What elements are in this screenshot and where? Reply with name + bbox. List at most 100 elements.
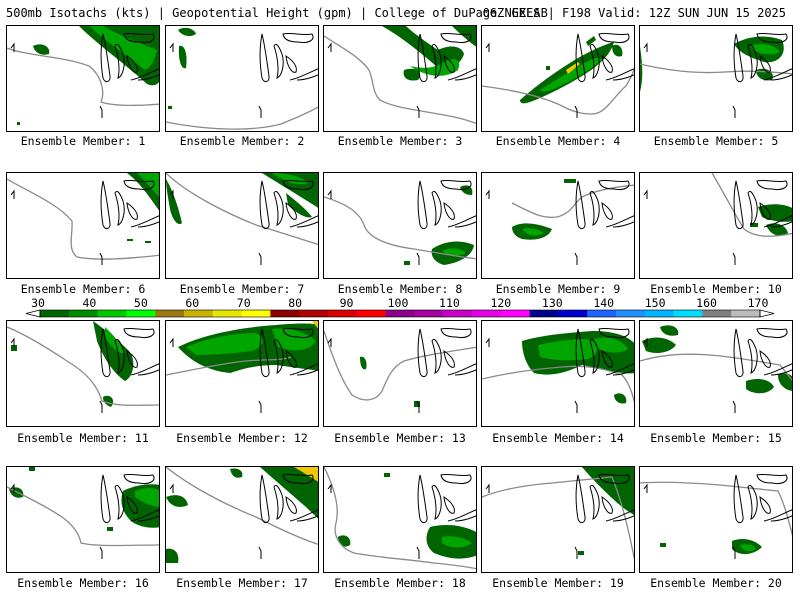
lake-outline — [417, 328, 428, 378]
colorbar-swatch — [97, 310, 127, 317]
lake-outline — [259, 474, 270, 524]
lake-outline — [756, 179, 788, 190]
lake-outline — [643, 42, 648, 52]
member-map-16 — [6, 466, 160, 573]
lake-outline — [296, 515, 318, 522]
isotach-fill — [778, 373, 792, 391]
isotach-fill — [758, 204, 792, 222]
isotach-fill — [640, 46, 643, 92]
colorbar-swatch — [472, 310, 502, 317]
lake-outline — [759, 54, 771, 73]
map-plot — [166, 27, 318, 130]
lake-outline — [114, 43, 125, 79]
colorbar-label: 120 — [490, 296, 512, 310]
lake-outline — [440, 473, 472, 484]
lake-outline — [485, 42, 490, 52]
member-map-14 — [481, 320, 635, 427]
lake-outline — [169, 337, 174, 347]
height-contour — [482, 476, 634, 561]
isotach-fill — [540, 57, 602, 92]
lake-outline — [485, 189, 490, 199]
isotach-fill — [750, 44, 780, 55]
lake-outline — [732, 252, 736, 265]
isotach-fill — [127, 239, 133, 241]
lake-outline — [289, 363, 318, 376]
member-map-5 — [639, 25, 793, 132]
isotach-fill — [178, 27, 196, 37]
isotach-fill — [442, 536, 472, 548]
lake-outline — [130, 215, 159, 228]
lake-outline — [763, 215, 792, 228]
member-caption: Ensemble Member: 3 — [337, 134, 463, 148]
lake-outline — [259, 180, 270, 230]
isotach-fill — [522, 228, 544, 236]
member-caption: Ensemble Member: 19 — [492, 576, 624, 590]
colorbar-swatch — [616, 310, 646, 317]
colorbar-swatch — [328, 310, 358, 317]
lake-outline — [589, 43, 600, 79]
lake-outline — [259, 328, 270, 378]
height-contour — [324, 467, 476, 570]
product-title: 500mb Isotachs (kts) | Geopotential Heig… — [6, 6, 548, 20]
height-contour — [482, 67, 634, 115]
lake-outline — [126, 54, 138, 73]
colorbar-swatch — [68, 310, 99, 317]
lake-outline — [643, 337, 648, 347]
lake-outline — [114, 484, 125, 520]
map-plot — [166, 321, 318, 413]
isotach-fill — [260, 467, 318, 519]
isotach-fill — [612, 44, 623, 57]
lake-outline — [447, 215, 476, 228]
isotach-fill — [360, 356, 367, 370]
lake-outline — [454, 369, 476, 376]
isotach-fill — [404, 261, 410, 265]
map-plot — [7, 321, 159, 413]
isotach-fill — [286, 193, 312, 218]
lake-outline — [605, 68, 634, 81]
lake-outline — [643, 189, 648, 199]
lake-outline — [282, 32, 314, 43]
member-caption: Ensemble Member: 18 — [334, 576, 466, 590]
colorbar-swatch — [702, 310, 732, 317]
lake-outline — [130, 363, 159, 376]
member-map-7 — [165, 172, 319, 279]
lake-outline — [612, 74, 634, 81]
lake-outline — [732, 546, 736, 559]
lake-outline — [273, 484, 284, 520]
isotach-fill — [614, 393, 627, 404]
height-contour — [324, 196, 476, 260]
map-plot — [7, 467, 159, 559]
lake-outline — [123, 327, 155, 338]
lake-outline — [289, 509, 318, 522]
isotach-fill — [520, 42, 614, 104]
colorbar-label: 50 — [133, 296, 148, 310]
lake-outline — [123, 473, 155, 484]
lake-outline — [763, 363, 792, 376]
lake-outline — [431, 43, 442, 79]
member-map-13 — [323, 320, 477, 427]
lake-outline — [756, 473, 788, 484]
lake-outline — [417, 474, 428, 524]
lake-outline — [285, 54, 297, 73]
map-plot — [324, 179, 476, 265]
member-map-4 — [481, 25, 635, 132]
colorbar-swatch — [299, 310, 329, 317]
lake-outline — [440, 327, 472, 338]
height-contour — [166, 356, 292, 376]
lake-outline — [574, 252, 578, 265]
map-plot — [485, 179, 634, 265]
lake-outline — [169, 42, 174, 52]
colorbar-label: 110 — [439, 296, 460, 310]
lake-outline — [100, 33, 111, 83]
lake-outline — [485, 337, 490, 347]
lake-outline — [756, 32, 788, 43]
member-caption: Ensemble Member: 16 — [17, 576, 149, 590]
lake-outline — [285, 349, 297, 368]
lake-outline — [296, 221, 318, 228]
lake-outline — [598, 473, 630, 484]
lake-outline — [123, 32, 155, 43]
map-plot — [640, 325, 792, 413]
colorbar-swatch — [356, 310, 387, 317]
colorbar-swatch — [184, 310, 214, 317]
lake-outline — [10, 42, 15, 52]
